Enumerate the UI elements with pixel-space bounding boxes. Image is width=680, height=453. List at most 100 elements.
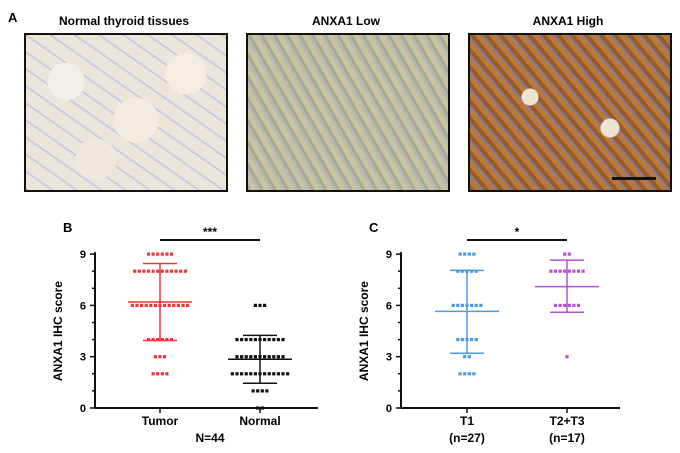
y-tick-label: 6 [386,300,392,312]
data-point [276,355,280,359]
data-point [151,252,155,256]
data-point [165,269,169,273]
data-point [165,252,169,256]
scale-bar [612,177,656,180]
data-point [263,355,267,359]
y-tick-label: 6 [80,300,86,312]
data-point [235,372,239,376]
significance-label: * [515,225,520,239]
data-point [451,303,455,307]
data-point [463,372,467,376]
data-point [160,252,164,256]
x-caption: N=44 [195,431,224,445]
x-tick-label: Tumor [142,414,179,428]
data-point [133,269,137,273]
data-point [163,355,167,359]
y-tick-label: 3 [80,352,86,364]
data-point [151,338,155,342]
data-point [153,355,157,359]
data-point [281,338,285,342]
image-title-high: ANXA1 High [532,14,604,28]
data-point [458,252,462,256]
data-point [167,303,171,307]
data-point [558,269,562,273]
data-point [276,338,280,342]
data-point [572,269,576,273]
data-point [572,303,576,307]
data-point [169,338,174,342]
data-point [260,389,264,393]
data-point [576,269,581,273]
data-point [144,303,148,307]
data-point [156,338,160,342]
x-sublabel: (n=17) [549,431,585,445]
data-point [156,269,160,273]
data-point [181,303,185,307]
data-point [467,355,471,359]
data-point [553,303,558,307]
panel-label-c: C [369,220,379,235]
x-sublabel: (n=27) [449,431,485,445]
data-point [230,372,234,376]
normal-tissue-image [24,33,228,192]
data-point [267,372,271,376]
data-point [163,303,167,307]
panel-label-a: A [8,10,18,25]
y-axis-label: ANXA1 IHC score [51,281,65,381]
data-point [253,372,257,376]
data-point [267,355,271,359]
data-point [581,269,585,273]
data-point [165,372,169,376]
data-point [281,355,285,359]
image-title-low: ANXA1 Low [311,14,380,28]
data-point [460,303,464,307]
data-point [263,338,267,342]
data-point [256,389,260,393]
data-point [281,372,285,376]
data-point [253,303,257,307]
data-point [156,252,160,256]
data-point [567,269,571,273]
data-point [460,338,464,342]
data-point [260,406,264,410]
panel-label-b: B [63,220,72,235]
data-point [463,252,467,256]
y-tick-label: 3 [386,352,392,364]
data-point [456,338,460,342]
data-point [172,303,176,307]
x-tick-label: T1 [460,414,474,428]
data-point [179,269,183,273]
data-point [467,252,471,256]
data-point [567,252,571,256]
data-point [235,355,239,359]
data-point [267,338,271,342]
data-point [558,303,562,307]
data-point [183,269,187,273]
image-title-normal: Normal thyroid tissues [58,14,190,28]
data-point [263,372,267,376]
data-point [456,303,460,307]
data-point [153,303,157,307]
data-point [458,372,462,376]
data-point [240,355,244,359]
data-point [235,338,239,342]
y-tick-label: 9 [386,249,392,261]
data-point [474,303,478,307]
data-point [160,269,164,273]
data-point [165,338,169,342]
data-point [240,338,244,342]
data-point [137,269,141,273]
data-point [140,303,144,307]
data-point [146,252,151,256]
data-point [456,269,460,273]
data-point [256,406,260,410]
data-point [149,303,153,307]
data-point [563,269,567,273]
x-tick-label: Normal [239,414,280,428]
data-point [479,303,483,307]
y-axis-label: ANXA1 IHC score [357,281,371,381]
significance-label: *** [203,225,217,239]
data-point [467,372,471,376]
